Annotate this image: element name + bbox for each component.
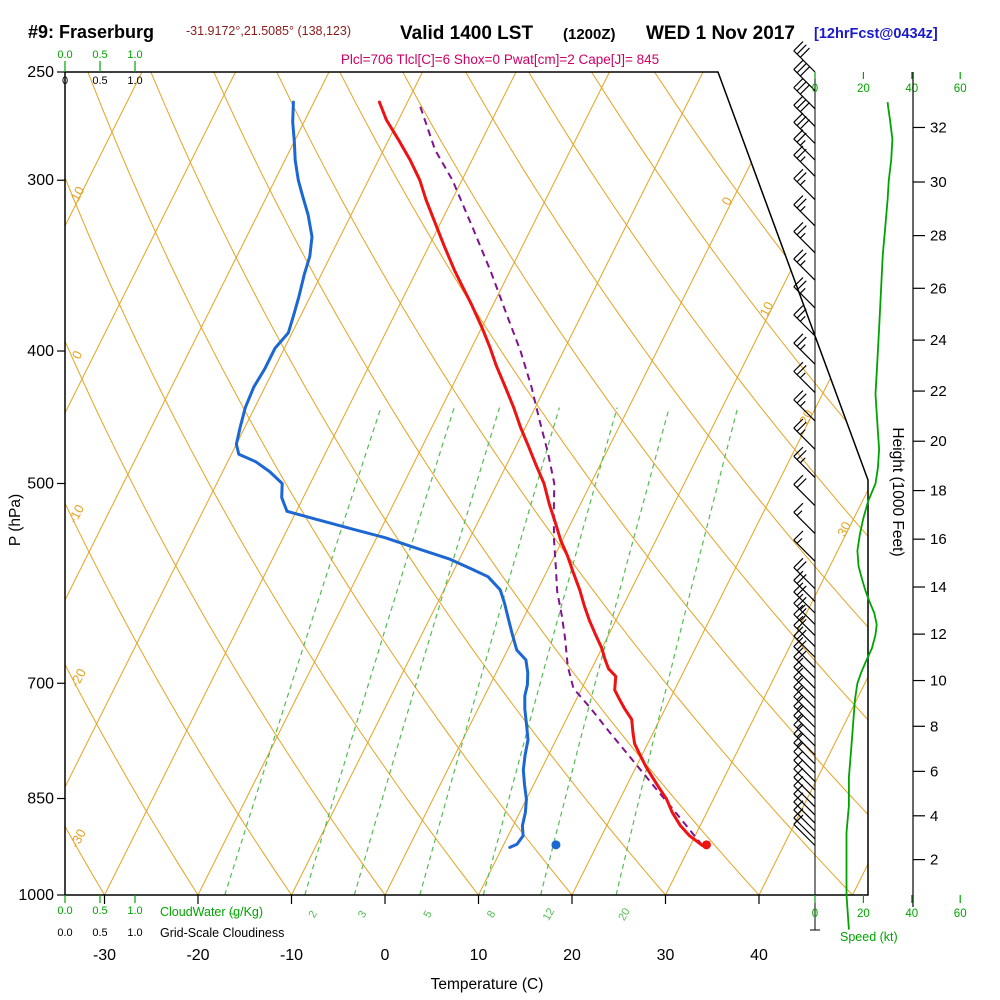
- svg-text:60: 60: [954, 83, 967, 95]
- svg-text:40: 40: [905, 908, 918, 920]
- svg-text:3: 3: [356, 909, 369, 920]
- svg-text:-30: -30: [93, 947, 116, 964]
- svg-text:0: 0: [62, 75, 68, 87]
- valid-date: WED 1 Nov 2017: [646, 23, 795, 44]
- svg-text:28: 28: [930, 228, 947, 245]
- temperature-axis-label: Temperature (C): [431, 976, 544, 993]
- svg-text:0.5: 0.5: [92, 905, 107, 917]
- svg-text:2: 2: [930, 852, 938, 869]
- svg-text:-20: -20: [67, 666, 89, 690]
- svg-text:20: 20: [616, 906, 633, 923]
- svg-text:20: 20: [563, 947, 581, 964]
- svg-text:32: 32: [930, 119, 947, 136]
- pressure-axis-label: P (hPa): [7, 494, 24, 546]
- svg-text:8: 8: [930, 718, 938, 735]
- svg-text:10: 10: [67, 184, 87, 204]
- svg-text:20: 20: [857, 83, 870, 95]
- svg-text:700: 700: [27, 675, 54, 692]
- svg-text:30: 30: [930, 174, 947, 191]
- svg-text:12: 12: [930, 626, 947, 643]
- height-axis-label: Height (1000 Feet): [889, 427, 906, 556]
- svg-text:16: 16: [930, 531, 947, 548]
- svg-text:0: 0: [69, 348, 86, 361]
- svg-text:22: 22: [930, 383, 947, 400]
- svg-text:30: 30: [657, 947, 675, 964]
- cloudwater-label: CloudWater (g/Kg): [160, 905, 263, 919]
- svg-text:0: 0: [812, 908, 818, 920]
- svg-text:10: 10: [470, 947, 488, 964]
- svg-text:0.0: 0.0: [57, 905, 72, 917]
- svg-text:24: 24: [930, 332, 947, 349]
- svg-text:-30: -30: [67, 826, 89, 850]
- svg-text:10: 10: [930, 673, 947, 690]
- cloudiness-label: Grid-Scale Cloudiness: [160, 926, 284, 940]
- forecast-tag: [12hrFcst@0434z]: [814, 26, 938, 42]
- svg-text:1.0: 1.0: [127, 905, 142, 917]
- svg-text:18: 18: [930, 483, 947, 500]
- station-title: #9: Fraserburg: [28, 22, 154, 42]
- svg-text:0.5: 0.5: [92, 75, 107, 87]
- svg-text:850: 850: [27, 791, 54, 808]
- svg-text:60: 60: [954, 908, 967, 920]
- svg-text:6: 6: [930, 763, 938, 780]
- svg-text:5: 5: [421, 909, 434, 920]
- svg-text:1.0: 1.0: [127, 927, 142, 939]
- svg-text:30: 30: [834, 519, 854, 539]
- svg-text:0.5: 0.5: [92, 49, 107, 61]
- svg-text:14: 14: [930, 579, 947, 596]
- wind-speed-profile: [845, 102, 894, 930]
- svg-text:8: 8: [485, 909, 498, 920]
- svg-text:500: 500: [27, 476, 54, 493]
- svg-text:-20: -20: [186, 947, 209, 964]
- speed-axis-label: Speed (kt): [840, 930, 898, 944]
- svg-text:20: 20: [857, 908, 870, 920]
- station-coordinates: -31.9172°,21.5085° (138,123): [186, 24, 351, 38]
- axis-ticks-and-numbers: 0020204040606024681012141618202224262830…: [18, 49, 966, 964]
- plot-frame: [64, 71, 869, 896]
- svg-text:0: 0: [718, 194, 735, 207]
- svg-text:40: 40: [750, 947, 768, 964]
- svg-text:300: 300: [27, 172, 54, 189]
- svg-text:20: 20: [930, 433, 947, 450]
- svg-text:20: 20: [796, 407, 816, 427]
- svg-text:1: 1: [227, 909, 240, 920]
- svg-text:1.0: 1.0: [127, 49, 142, 61]
- mixing-ratio-lines: [224, 407, 739, 895]
- svg-text:2: 2: [306, 909, 319, 920]
- svg-text:250: 250: [27, 64, 54, 81]
- svg-text:4: 4: [930, 808, 938, 825]
- valid-time-utc: (1200Z): [563, 26, 616, 43]
- svg-text:12: 12: [541, 906, 558, 923]
- svg-text:0: 0: [381, 947, 390, 964]
- svg-text:0.0: 0.0: [57, 49, 72, 61]
- svg-text:0.5: 0.5: [92, 927, 107, 939]
- valid-time: Valid 1400 LST: [400, 23, 533, 44]
- svg-text:0.0: 0.0: [57, 927, 72, 939]
- svg-text:-10: -10: [280, 947, 303, 964]
- sounding-parameters: Plcl=706 Tlcl[C]=6 Shox=0 Pwat[cm]=2 Cap…: [341, 52, 659, 67]
- svg-text:-10: -10: [65, 502, 87, 526]
- svg-text:400: 400: [27, 343, 54, 360]
- svg-text:26: 26: [930, 280, 947, 297]
- wind-barb-column: [793, 41, 820, 931]
- sounding-profiles: [234, 100, 711, 850]
- svg-text:40: 40: [905, 83, 918, 95]
- svg-text:10: 10: [756, 299, 776, 319]
- svg-text:0: 0: [812, 83, 818, 95]
- svg-text:1.0: 1.0: [127, 75, 142, 87]
- svg-text:1000: 1000: [18, 887, 54, 904]
